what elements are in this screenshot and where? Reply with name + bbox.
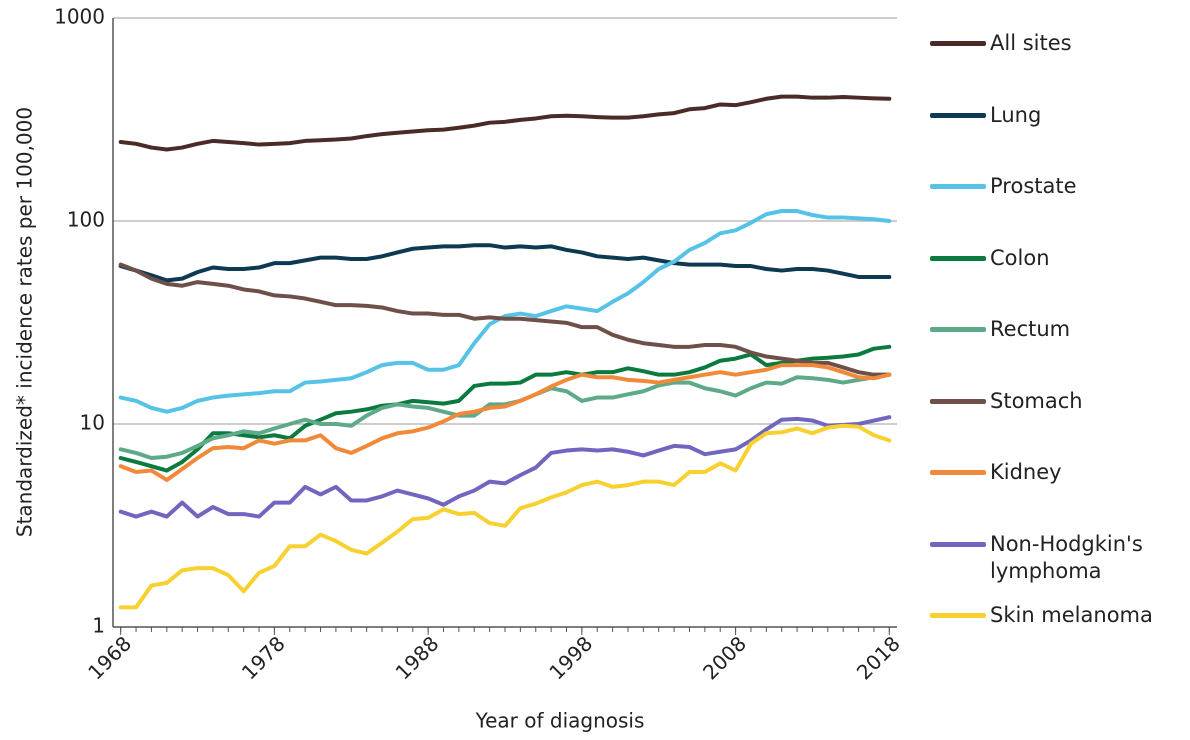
series-line xyxy=(118,372,892,461)
x-tick-label: 2018 xyxy=(852,631,905,684)
legend-item: Skin melanoma xyxy=(930,602,1180,629)
legend-swatch xyxy=(930,541,986,547)
legend-swatch xyxy=(930,41,986,46)
legend-label: Non-Hodgkin's lymphoma xyxy=(990,531,1143,583)
legend-swatch xyxy=(930,255,986,261)
legend-swatch xyxy=(930,398,986,404)
x-tick-label: 1988 xyxy=(391,631,444,684)
series-line xyxy=(118,209,892,414)
legend-label: Stomach xyxy=(990,388,1083,413)
legend-item: Prostate xyxy=(930,173,1180,200)
y-tick-label: 100 xyxy=(67,208,105,232)
x-tick-label: 1978 xyxy=(237,631,290,684)
series-line xyxy=(118,415,892,519)
legend-label: Colon xyxy=(990,245,1050,270)
series-line xyxy=(118,243,892,283)
legend-label: Prostate xyxy=(990,174,1077,198)
legend-label: Skin melanoma xyxy=(990,603,1153,627)
legend-label: Kidney xyxy=(990,460,1062,484)
legend-label: Rectum xyxy=(990,317,1071,341)
legend-item: Kidney xyxy=(930,459,1180,486)
x-tick-label: 2008 xyxy=(698,631,751,684)
legend-item: All sites xyxy=(930,30,1180,57)
y-tick-label: 10 xyxy=(80,411,105,435)
legend-swatch xyxy=(930,613,986,618)
legend-item: Stomach xyxy=(930,388,1180,415)
legend-item: Colon xyxy=(930,245,1180,272)
x-axis-title: Year of diagnosis xyxy=(475,709,645,733)
series-line xyxy=(118,344,892,473)
x-tick-label: 1998 xyxy=(544,631,597,684)
x-tick-label: 1968 xyxy=(83,631,136,684)
legend-swatch xyxy=(930,112,986,118)
legend-swatch xyxy=(930,327,986,332)
series-line xyxy=(118,363,892,482)
legend-label: Lung xyxy=(990,102,1042,127)
series-line xyxy=(118,262,892,377)
y-axis-title: Standardized* incidence rates per 100,00… xyxy=(13,107,37,537)
series-line xyxy=(118,94,892,152)
legend-swatch xyxy=(930,470,986,475)
legend-item: Non-Hodgkin's lymphoma xyxy=(930,531,1180,585)
series-line xyxy=(118,423,892,610)
legend-swatch xyxy=(930,184,986,189)
y-tick-label: 1 xyxy=(92,614,105,638)
y-tick-label: 1000 xyxy=(54,5,105,29)
legend-item: Rectum xyxy=(930,316,1180,343)
legend-item: Lung xyxy=(930,102,1180,129)
legend-label: All sites xyxy=(990,31,1072,55)
